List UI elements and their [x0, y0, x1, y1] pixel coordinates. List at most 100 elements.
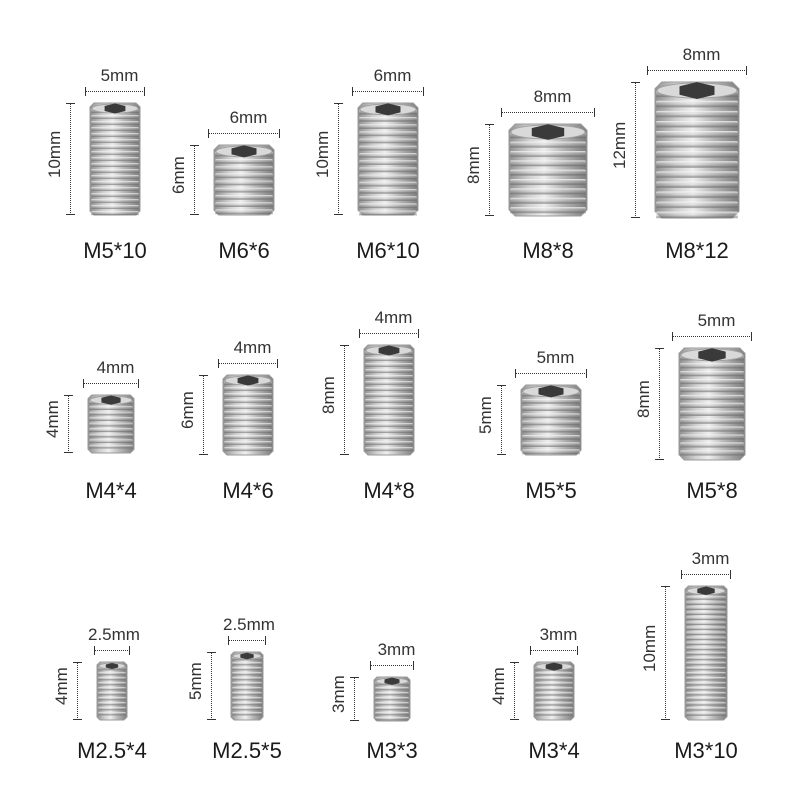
- thread-ridge: [98, 677, 126, 680]
- screw-size-name: M2.5*5: [212, 738, 282, 763]
- thread-ridge: [91, 175, 139, 179]
- set-screw-image: [533, 661, 575, 721]
- thread-ridge: [224, 405, 272, 409]
- hex-socket-icon: [237, 375, 259, 386]
- thread-ridge: [686, 707, 726, 711]
- set-screw-image: [654, 81, 740, 219]
- diameter-label: 2.5mm: [88, 625, 140, 644]
- thread-ridge: [535, 677, 573, 680]
- length-dimension-line: [631, 82, 640, 218]
- thread-ridge: [91, 121, 139, 125]
- length-label: 12mm: [610, 121, 629, 170]
- length-dimension-line: [207, 652, 216, 720]
- thread-ridge: [686, 697, 726, 700]
- hex-socket-icon: [240, 652, 254, 660]
- screw-size-name: M3*4: [528, 738, 580, 763]
- set-screw-image: [678, 347, 746, 461]
- thread-ridge: [522, 413, 580, 418]
- thread-ridge: [359, 160, 417, 165]
- thread-ridge: [365, 393, 413, 397]
- thread-ridge: [359, 189, 417, 193]
- thread-ridge: [232, 712, 262, 715]
- thread-ridge: [656, 120, 738, 127]
- thread-ridge: [510, 207, 586, 213]
- screw-size-name: M3*3: [366, 738, 418, 763]
- thread-ridge: [510, 150, 586, 157]
- thread-ridge: [522, 420, 580, 425]
- thread-ridge: [91, 133, 139, 137]
- thread-ridge: [224, 411, 272, 415]
- thread-ridge: [91, 145, 139, 149]
- diameter-dimension-line: [501, 108, 595, 117]
- thread-ridge: [510, 197, 586, 203]
- thread-ridge: [656, 161, 738, 167]
- thread-ridge: [215, 209, 273, 214]
- hex-socket-icon: [531, 124, 565, 140]
- thread-ridge: [91, 127, 139, 131]
- thread-ridge: [686, 646, 726, 650]
- thread-ridge: [232, 707, 262, 710]
- set-screw-image: [508, 123, 588, 217]
- thread-ridge: [359, 167, 417, 172]
- diameter-label: 8mm: [533, 87, 572, 106]
- thread-ridge: [656, 110, 738, 117]
- thread-ridge: [510, 188, 586, 194]
- diameter-label: 4mm: [374, 308, 413, 327]
- thread-ridge: [89, 422, 133, 426]
- thread-ridge: [215, 159, 273, 163]
- thread-ridge: [686, 672, 726, 675]
- hex-socket-icon: [231, 145, 257, 158]
- screw-size-name: M4*6: [222, 478, 274, 503]
- length-dimension-line: [510, 662, 519, 720]
- diameter-label: 6mm: [373, 66, 412, 85]
- thread-ridge: [359, 196, 417, 201]
- thread-ridge: [91, 181, 139, 185]
- thread-ridge: [656, 100, 738, 107]
- thread-ridge: [656, 201, 738, 208]
- thread-ridge: [232, 702, 262, 705]
- thread-ridge: [375, 702, 409, 705]
- thread-ridge: [91, 193, 139, 197]
- thread-ridge: [365, 375, 413, 379]
- set-screw-image: [222, 374, 274, 456]
- thread-ridge: [522, 435, 580, 439]
- diameter-dimension-line: [208, 129, 280, 138]
- thread-ridge: [89, 417, 133, 421]
- length-dimension-line: [199, 375, 208, 455]
- thread-ridge: [365, 417, 413, 421]
- thread-ridge: [365, 435, 413, 439]
- thread-ridge: [680, 426, 744, 431]
- thread-ridge: [215, 202, 273, 207]
- length-label: 10mm: [45, 130, 64, 179]
- thread-ridge: [535, 697, 573, 700]
- diameter-dimension-line: [680, 570, 732, 579]
- thread-ridge: [510, 169, 586, 175]
- thread-ridge: [535, 687, 573, 690]
- thread-ridge: [680, 379, 744, 384]
- set-screw-image: [373, 676, 411, 722]
- thread-ridge: [535, 707, 573, 710]
- thread-ridge: [232, 697, 262, 700]
- thread-ridge: [215, 180, 273, 185]
- thread-ridge: [224, 393, 272, 397]
- thread-ridge: [656, 141, 738, 147]
- thread-ridge: [359, 145, 417, 150]
- length-dimension-line: [497, 385, 506, 455]
- diameter-dimension-line: [359, 329, 419, 338]
- thread-ridge: [232, 687, 262, 690]
- diameter-dimension-line: [227, 636, 267, 645]
- diameter-label: 5mm: [697, 311, 736, 330]
- length-label: 10mm: [313, 130, 332, 179]
- screw-size-name: M6*6: [218, 238, 270, 263]
- hex-socket-icon: [697, 586, 715, 595]
- thread-ridge: [98, 712, 126, 715]
- screw-size-name: M8*12: [665, 238, 729, 263]
- length-dimension-line: [334, 103, 343, 215]
- thread-ridge: [359, 131, 417, 136]
- length-label: 5mm: [476, 396, 495, 435]
- thread-ridge: [224, 387, 272, 391]
- thread-ridge: [680, 418, 744, 423]
- thread-ridge: [98, 687, 126, 690]
- hex-socket-icon: [104, 103, 126, 114]
